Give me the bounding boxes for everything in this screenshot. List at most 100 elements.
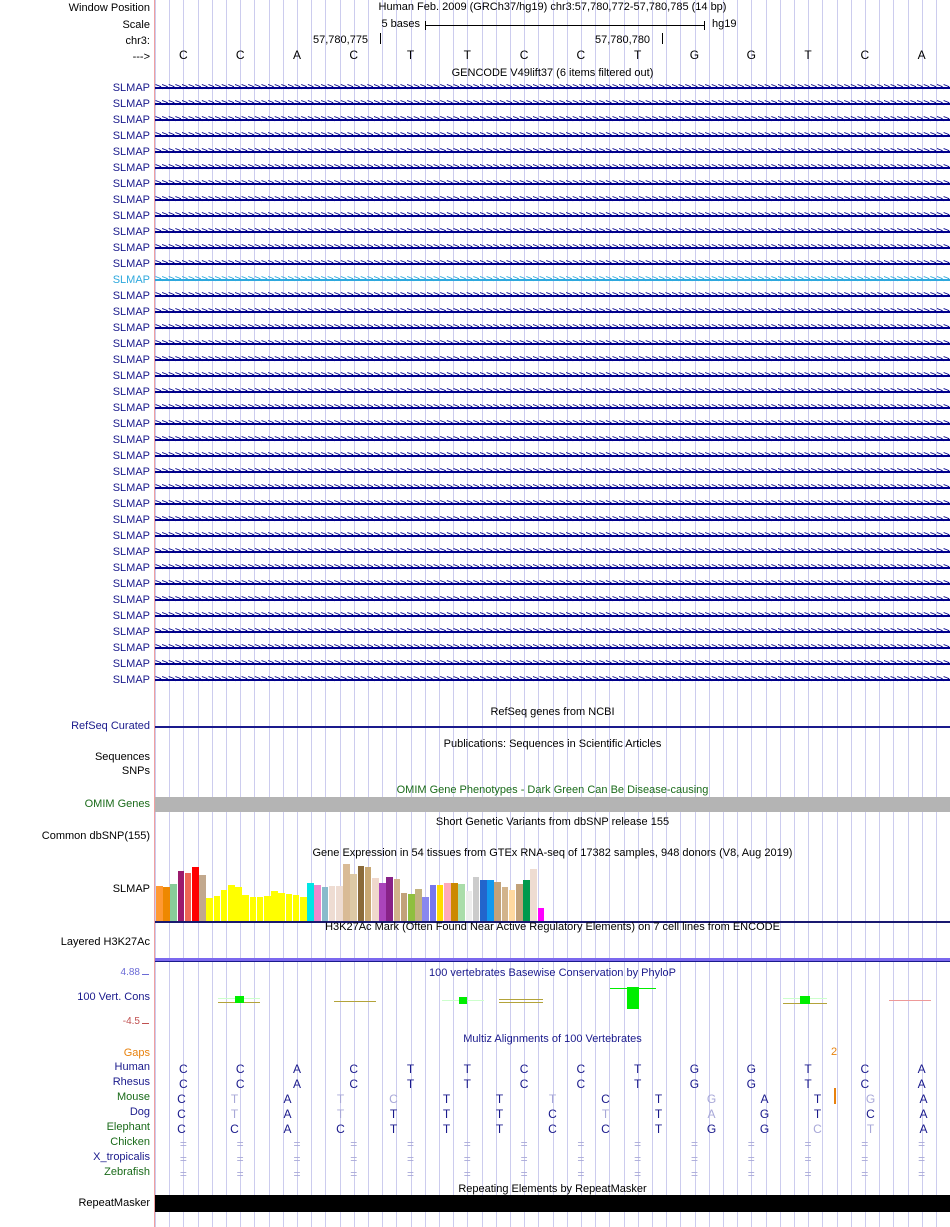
gtex-tissue-bar[interactable] xyxy=(472,877,480,921)
gtex-tissue-bar[interactable] xyxy=(242,894,249,921)
gene-name-label[interactable]: SLMAP xyxy=(112,482,150,494)
gene-name-label[interactable]: SLMAP xyxy=(112,306,150,318)
gtex-tissue-bar[interactable] xyxy=(458,883,465,921)
gtex-tissue-bar[interactable] xyxy=(235,887,242,921)
gene-name-label[interactable]: SLMAP xyxy=(112,610,150,622)
gene-name-label[interactable]: SLMAP xyxy=(112,130,150,142)
gtex-tissue-bar[interactable] xyxy=(422,896,429,921)
gene-name-label[interactable]: SLMAP xyxy=(112,290,150,302)
sequences-label[interactable]: Sequences xyxy=(94,751,150,763)
gene-row[interactable]: >>>>>>>>>>>>>>>>>>>>>>>>>>>>>>>>>>>>>>>>… xyxy=(155,176,950,192)
gtex-tissue-bar[interactable] xyxy=(314,884,321,921)
species-label[interactable]: Mouse xyxy=(116,1091,150,1103)
gene-row[interactable]: >>>>>>>>>>>>>>>>>>>>>>>>>>>>>>>>>>>>>>>>… xyxy=(155,256,950,272)
species-label[interactable]: Chicken xyxy=(110,1136,150,1148)
gene-row[interactable]: >>>>>>>>>>>>>>>>>>>>>>>>>>>>>>>>>>>>>>>>… xyxy=(155,144,950,160)
gene-name-label[interactable]: SLMAP xyxy=(112,434,150,446)
gene-row[interactable]: >>>>>>>>>>>>>>>>>>>>>>>>>>>>>>>>>>>>>>>>… xyxy=(155,320,950,336)
gene-name-label[interactable]: SLMAP xyxy=(112,146,150,158)
gtex-tissue-bar[interactable] xyxy=(343,864,350,921)
gtex-tissue-bar[interactable] xyxy=(285,893,293,921)
gtex-tissue-bar[interactable] xyxy=(228,884,235,921)
omim-genes-label[interactable]: OMIM Genes xyxy=(84,798,150,810)
gene-row[interactable]: >>>>>>>>>>>>>>>>>>>>>>>>>>>>>>>>>>>>>>>>… xyxy=(155,448,950,464)
gene-row[interactable]: >>>>>>>>>>>>>>>>>>>>>>>>>>>>>>>>>>>>>>>>… xyxy=(155,240,950,256)
refseq-curated-label[interactable]: RefSeq Curated xyxy=(71,720,150,732)
gene-name-label[interactable]: SLMAP xyxy=(112,82,150,94)
gene-name-label[interactable]: SLMAP xyxy=(112,418,150,430)
gene-row[interactable]: >>>>>>>>>>>>>>>>>>>>>>>>>>>>>>>>>>>>>>>>… xyxy=(155,576,950,592)
gtex-tissue-bar[interactable] xyxy=(393,879,401,921)
repeatmasker-bar[interactable] xyxy=(155,1195,950,1212)
gene-row[interactable]: >>>>>>>>>>>>>>>>>>>>>>>>>>>>>>>>>>>>>>>>… xyxy=(155,112,950,128)
gtex-tissue-bar[interactable] xyxy=(206,897,213,921)
species-label[interactable]: Elephant xyxy=(106,1121,150,1133)
gene-name-label[interactable]: SLMAP xyxy=(112,498,150,510)
gtex-tissue-bar[interactable] xyxy=(494,881,501,921)
gene-row[interactable]: >>>>>>>>>>>>>>>>>>>>>>>>>>>>>>>>>>>>>>>>… xyxy=(155,656,950,672)
gene-name-label[interactable]: SLMAP xyxy=(112,578,150,590)
gene-row[interactable]: >>>>>>>>>>>>>>>>>>>>>>>>>>>>>>>>>>>>>>>>… xyxy=(155,96,950,112)
gtex-tissue-bar[interactable] xyxy=(400,892,408,921)
gtex-tissue-bar[interactable] xyxy=(465,891,473,921)
gtex-tissue-bar[interactable] xyxy=(444,882,451,921)
gtex-tissue-bar[interactable] xyxy=(184,872,192,921)
gene-name-label[interactable]: SLMAP xyxy=(112,178,150,190)
gene-name-label[interactable]: SLMAP xyxy=(112,370,150,382)
gene-row[interactable]: >>>>>>>>>>>>>>>>>>>>>>>>>>>>>>>>>>>>>>>>… xyxy=(155,672,950,688)
gene-name-label[interactable]: SLMAP xyxy=(112,466,150,478)
gene-row[interactable]: >>>>>>>>>>>>>>>>>>>>>>>>>>>>>>>>>>>>>>>>… xyxy=(155,496,950,512)
gene-row[interactable]: >>>>>>>>>>>>>>>>>>>>>>>>>>>>>>>>>>>>>>>>… xyxy=(155,512,950,528)
gene-row[interactable]: >>>>>>>>>>>>>>>>>>>>>>>>>>>>>>>>>>>>>>>>… xyxy=(155,336,950,352)
species-label[interactable]: Rhesus xyxy=(112,1076,150,1088)
gene-name-label[interactable]: SLMAP xyxy=(112,530,150,542)
gtex-tissue-bar[interactable] xyxy=(508,890,516,921)
gtex-tissue-bar[interactable] xyxy=(220,890,228,921)
gaps-label[interactable]: Gaps xyxy=(123,1047,150,1059)
gene-row[interactable]: >>>>>>>>>>>>>>>>>>>>>>>>>>>>>>>>>>>>>>>>… xyxy=(155,208,950,224)
gene-row[interactable]: >>>>>>>>>>>>>>>>>>>>>>>>>>>>>>>>>>>>>>>>… xyxy=(155,272,950,288)
gtex-tissue-bar[interactable] xyxy=(199,874,206,921)
gene-name-label[interactable]: SLMAP xyxy=(112,242,150,254)
gtex-tissue-bar[interactable] xyxy=(249,896,257,921)
gtex-tissue-bar[interactable] xyxy=(307,882,314,921)
gene-name-label[interactable]: SLMAP xyxy=(112,642,150,654)
gtex-tissue-bar[interactable] xyxy=(336,885,343,921)
gene-name-label[interactable]: SLMAP xyxy=(112,194,150,206)
omim-gene-bar[interactable] xyxy=(155,797,950,812)
gene-row[interactable]: >>>>>>>>>>>>>>>>>>>>>>>>>>>>>>>>>>>>>>>>… xyxy=(155,288,950,304)
gtex-tissue-bar[interactable] xyxy=(501,887,509,921)
gtex-tissue-bar[interactable] xyxy=(415,889,422,921)
conservation-plot[interactable] xyxy=(155,980,950,1030)
species-label[interactable]: Zebrafish xyxy=(104,1166,150,1178)
gtex-tissue-bar[interactable] xyxy=(213,895,221,921)
gtex-tissue-bar[interactable] xyxy=(364,867,372,921)
gene-name-label[interactable]: SLMAP xyxy=(112,114,150,126)
gene-name-label[interactable]: SLMAP xyxy=(112,658,150,670)
gtex-tissue-bar[interactable] xyxy=(487,880,494,921)
repeatmasker-label[interactable]: RepeatMasker xyxy=(78,1197,150,1209)
gene-name-label[interactable]: SLMAP xyxy=(112,594,150,606)
conservation-label[interactable]: 100 Vert. Cons xyxy=(77,991,150,1003)
gene-row[interactable]: >>>>>>>>>>>>>>>>>>>>>>>>>>>>>>>>>>>>>>>>… xyxy=(155,608,950,624)
gtex-tissue-bar[interactable] xyxy=(264,895,271,921)
gene-row[interactable]: >>>>>>>>>>>>>>>>>>>>>>>>>>>>>>>>>>>>>>>>… xyxy=(155,528,950,544)
gene-row[interactable]: >>>>>>>>>>>>>>>>>>>>>>>>>>>>>>>>>>>>>>>>… xyxy=(155,416,950,432)
gtex-tissue-bar[interactable] xyxy=(386,877,393,921)
gene-name-label[interactable]: SLMAP xyxy=(112,226,150,238)
gene-row[interactable]: >>>>>>>>>>>>>>>>>>>>>>>>>>>>>>>>>>>>>>>>… xyxy=(155,432,950,448)
gene-name-label[interactable]: SLMAP xyxy=(112,674,150,686)
gtex-tissue-bar[interactable] xyxy=(530,869,537,921)
dbsnp-label[interactable]: Common dbSNP(155) xyxy=(41,830,150,842)
gene-row[interactable]: >>>>>>>>>>>>>>>>>>>>>>>>>>>>>>>>>>>>>>>>… xyxy=(155,384,950,400)
gene-name-label[interactable]: SLMAP xyxy=(112,514,150,526)
gene-row[interactable]: >>>>>>>>>>>>>>>>>>>>>>>>>>>>>>>>>>>>>>>>… xyxy=(155,304,950,320)
gtex-tissue-bar[interactable] xyxy=(271,891,278,921)
gene-row[interactable]: >>>>>>>>>>>>>>>>>>>>>>>>>>>>>>>>>>>>>>>>… xyxy=(155,544,950,560)
gtex-tissue-bar[interactable] xyxy=(523,880,530,921)
gtex-tissue-bar[interactable] xyxy=(300,896,307,921)
gtex-tissue-bar[interactable] xyxy=(278,892,285,921)
gtex-tissue-bar[interactable] xyxy=(537,907,545,921)
gene-name-label[interactable]: SLMAP xyxy=(112,354,150,366)
gtex-tissue-bar[interactable] xyxy=(357,866,365,921)
